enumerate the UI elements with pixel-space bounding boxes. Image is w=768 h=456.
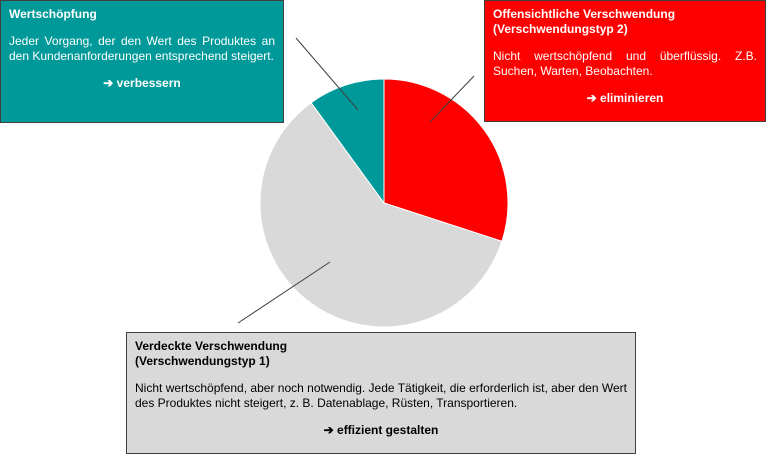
pie-slice xyxy=(259,101,503,328)
box-action: ➔ effizient gestalten xyxy=(323,423,439,437)
pie-slice xyxy=(383,78,509,242)
title-line: Wertschöpfung xyxy=(9,7,97,21)
leader-line xyxy=(429,75,475,123)
label-box: Wertschöpfung Jeder Vorgang, der den Wer… xyxy=(0,0,284,123)
pie xyxy=(259,78,509,328)
box-text: Nicht wertschöpfend und überflüssig. Z.B… xyxy=(493,49,757,78)
pie-slice xyxy=(310,78,385,205)
box-title: Offensichtliche Verschwendung (Verschwend… xyxy=(493,7,757,37)
box-text: Nicht wertschöpfend, aber noch notwendig… xyxy=(135,381,627,410)
label-box: Verdeckte Verschwendung (Verschwendungsty… xyxy=(126,332,636,454)
title-line: Verdeckte Verschwendung xyxy=(135,339,288,353)
box-title: Wertschöpfung xyxy=(9,7,275,22)
box-title: Verdeckte Verschwendung (Verschwendungsty… xyxy=(135,339,627,369)
label-box: Offensichtliche Verschwendung (Verschwend… xyxy=(484,0,766,122)
title-line: (Verschwendungstyp 2) xyxy=(493,22,628,36)
box-action: ➔ verbessern xyxy=(103,76,181,90)
box-action: ➔ eliminieren xyxy=(586,91,664,105)
leader-lines xyxy=(237,37,475,324)
title-line: (Verschwendungstyp 1) xyxy=(135,354,270,368)
title-line: Offensichtliche Verschwendung xyxy=(493,7,676,21)
leader-line xyxy=(237,261,331,324)
leader-line xyxy=(295,37,359,111)
box-text: Jeder Vorgang, der den Wert des Produkte… xyxy=(9,34,275,63)
